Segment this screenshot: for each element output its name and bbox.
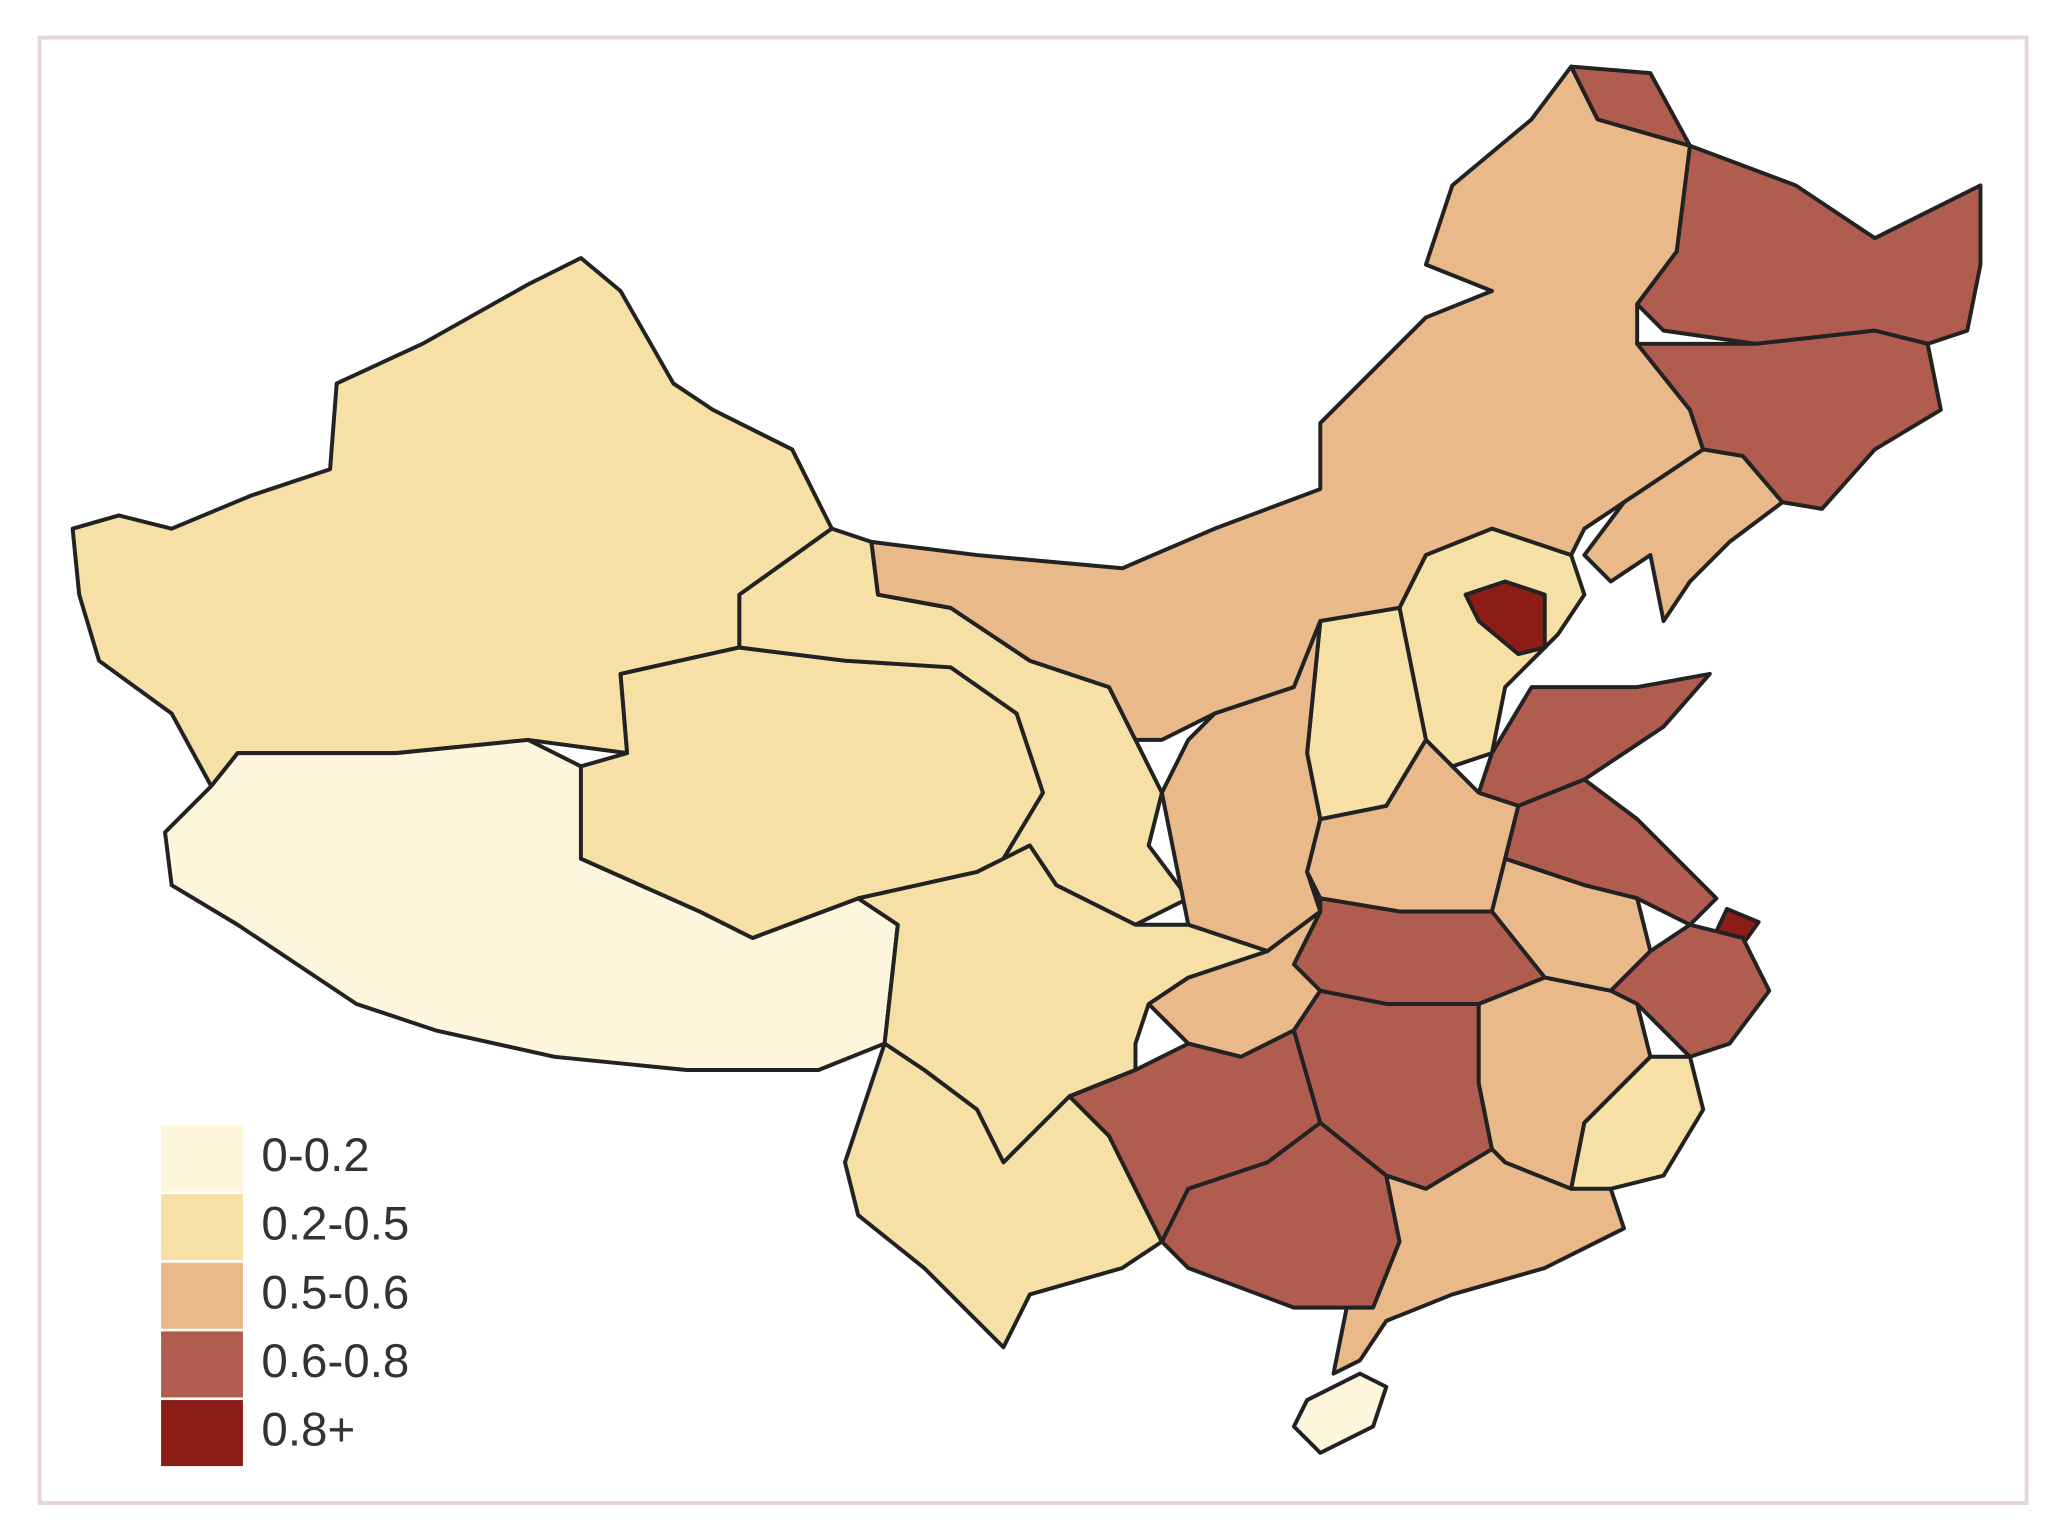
legend-label: 0-0.2	[261, 1129, 369, 1182]
region	[1569, 1054, 1706, 1191]
legend-swatch	[161, 1400, 243, 1467]
legend-swatch	[161, 1331, 243, 1398]
legend-label: 0.8+	[261, 1404, 355, 1457]
legend-label: 0.5-0.6	[261, 1266, 409, 1319]
legend-swatch	[161, 1194, 243, 1261]
legend-label: 0.6-0.8	[261, 1335, 409, 1388]
legend-swatch	[161, 1125, 243, 1192]
legend-swatch	[161, 1262, 243, 1329]
region	[1159, 619, 1323, 954]
regions	[70, 64, 1983, 1455]
region	[1635, 328, 1943, 511]
region	[843, 1041, 1164, 1350]
legend-label: 0.2-0.5	[261, 1198, 409, 1251]
legend: 0-0.2 0.2-0.5 0.5-0.6 0.6-0.8 0.8+	[161, 1125, 409, 1467]
region	[1463, 579, 1547, 657]
region	[1331, 1147, 1626, 1376]
region	[1569, 64, 1983, 346]
region	[1291, 1371, 1389, 1455]
region	[1582, 447, 1785, 624]
